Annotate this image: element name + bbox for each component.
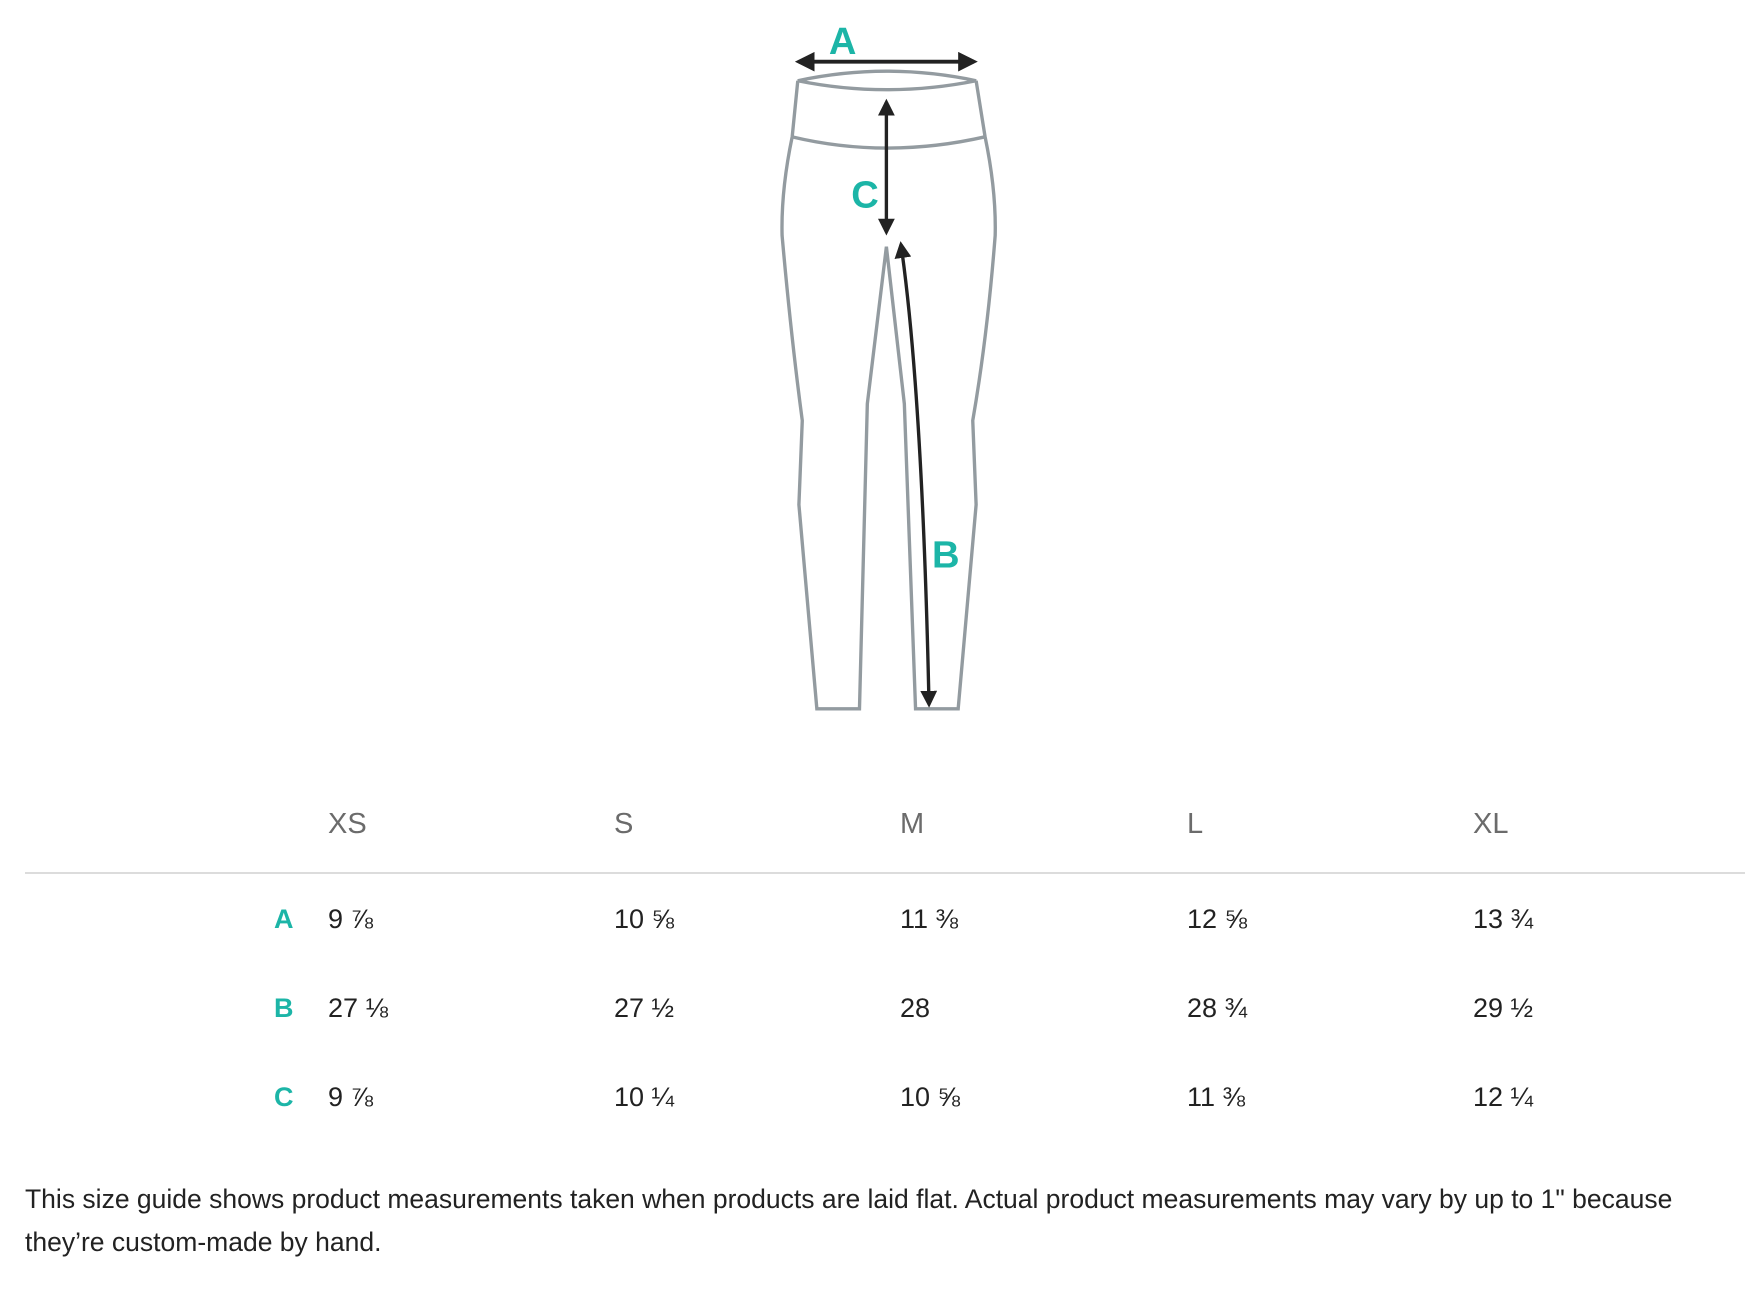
label-a: A [829, 20, 857, 63]
table-cell: 28 ¾ [1187, 993, 1248, 1023]
table-cell: 9 ⅞ [328, 904, 374, 934]
table-cell: 10 ¼ [614, 1082, 675, 1112]
size-header-xl: XL [1473, 808, 1509, 840]
size-header-s: S [614, 808, 634, 840]
leggings-measurement-diagram: A C B [780, 20, 997, 711]
size-guide-note: This size guide shows product measuremen… [25, 1184, 1673, 1257]
measure-b-arrow [894, 241, 938, 708]
table-cell: 11 ⅜ [900, 904, 959, 934]
table-divider [25, 872, 1745, 874]
table-cell: 27 ⅛ [328, 993, 389, 1023]
label-b: B [932, 533, 960, 576]
size-header-l: L [1187, 808, 1204, 840]
table-cell: 10 ⅝ [614, 904, 675, 934]
table-cell: 11 ⅜ [1187, 1082, 1246, 1112]
table-cell: 12 ⅝ [1187, 904, 1248, 934]
size-header-xs: XS [328, 808, 367, 840]
row-label: C [274, 1082, 294, 1112]
table-cell: 10 ⅝ [900, 1082, 961, 1112]
row-label: B [274, 993, 294, 1023]
table-cell: 27 ½ [614, 993, 675, 1023]
table-cell: 29 ½ [1473, 993, 1534, 1023]
table-cell: 28 [900, 993, 931, 1023]
size-header-m: M [900, 808, 925, 840]
leggings-outline [780, 69, 997, 711]
table-cell: 13 ¾ [1473, 904, 1534, 934]
table-cell: 12 ¼ [1473, 1082, 1534, 1112]
label-c: C [851, 173, 879, 216]
row-label: A [274, 904, 294, 934]
table-cell: 9 ⅞ [328, 1082, 374, 1112]
